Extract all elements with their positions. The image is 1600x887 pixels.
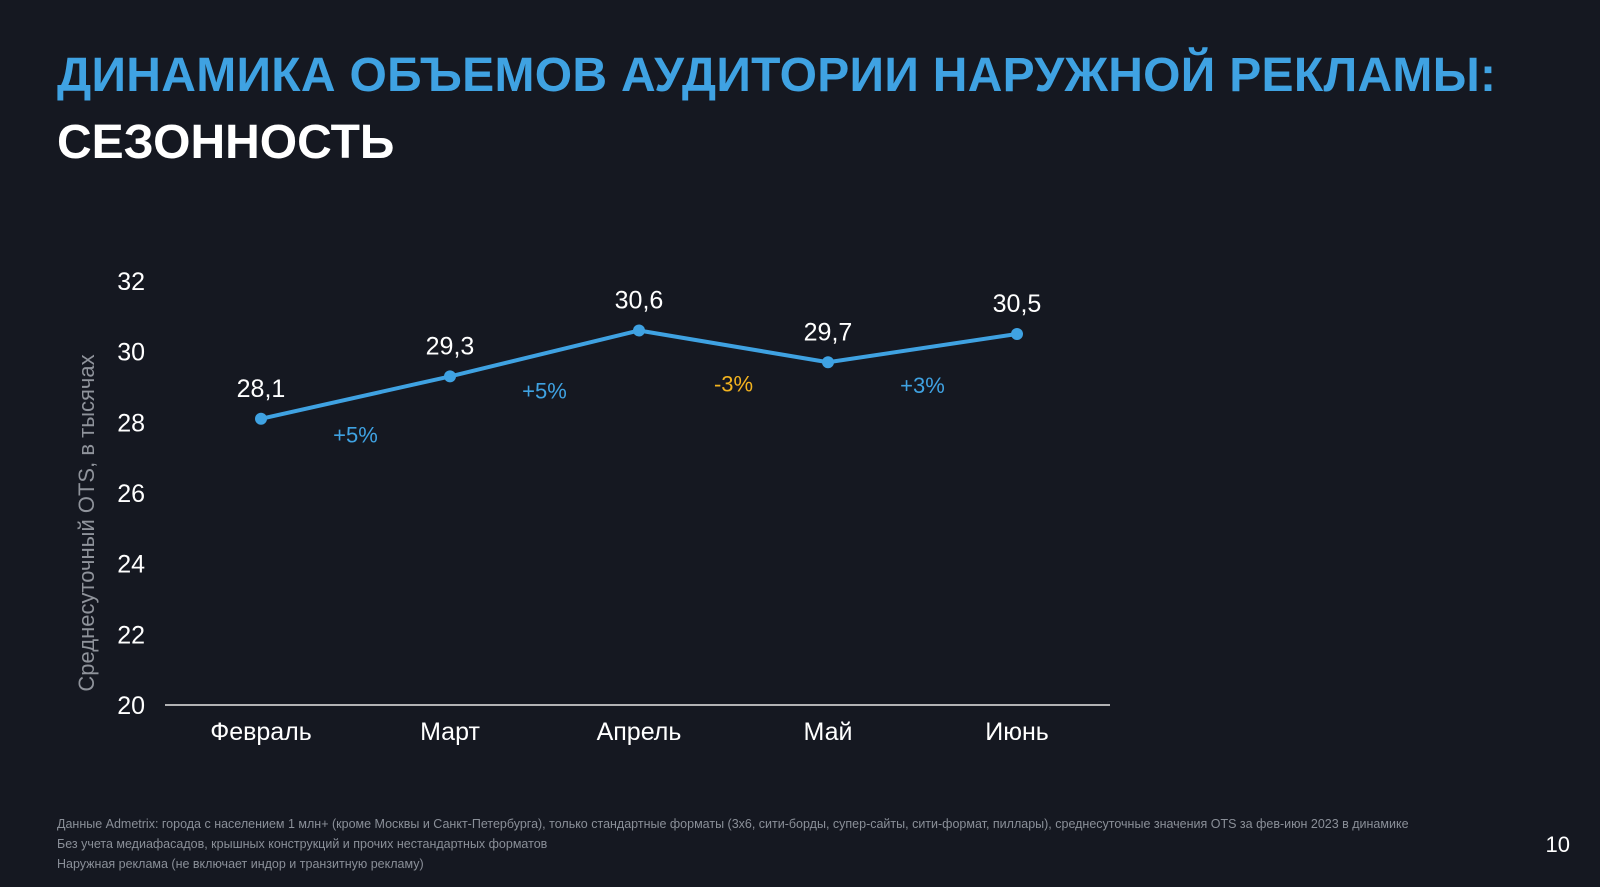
- x-tick-label: Апрель: [597, 718, 682, 746]
- y-tick-label: 20: [117, 692, 145, 720]
- footnote-line: Данные Admetrix: города с населением 1 м…: [57, 817, 1409, 831]
- change-label: +5%: [522, 378, 567, 403]
- data-label: 28,1: [237, 375, 286, 403]
- x-tick-label: Февраль: [210, 718, 312, 746]
- y-tick-label: 28: [117, 409, 145, 437]
- change-label: -3%: [714, 371, 753, 396]
- change-label: +5%: [333, 423, 378, 448]
- footnote-line: Наружная реклама (не включает индор и тр…: [57, 857, 424, 871]
- data-label: 30,6: [615, 286, 664, 314]
- data-point: [255, 412, 267, 425]
- slide-title: ДИНАМИКА ОБЪЕМОВ АУДИТОРИИ НАРУЖНОЙ РЕКЛ…: [57, 49, 1497, 102]
- data-label: 29,3: [426, 332, 475, 360]
- x-tick-label: Июнь: [985, 718, 1049, 746]
- y-tick-label: 30: [117, 339, 145, 367]
- y-axis-title: Среднесуточный OTS, в тысячах: [74, 354, 99, 691]
- data-label: 30,5: [993, 290, 1042, 318]
- footnotes: Данные Admetrix: города с населением 1 м…: [57, 814, 1409, 874]
- y-tick-label: 26: [117, 480, 145, 508]
- data-point: [633, 324, 645, 337]
- data-label: 29,7: [804, 318, 853, 346]
- data-point: [444, 370, 456, 383]
- slide-subtitle: СЕЗОННОСТЬ: [57, 116, 395, 169]
- y-tick-label: 22: [117, 621, 145, 649]
- data-point: [822, 356, 834, 369]
- x-tick-label: Март: [420, 718, 480, 746]
- page-number: 10: [1545, 832, 1570, 857]
- y-tick-label: 24: [117, 551, 145, 579]
- y-tick-label: 32: [117, 268, 145, 296]
- change-label: +3%: [900, 373, 945, 398]
- data-point: [1011, 328, 1023, 340]
- footnote-line: Без учета медиафасадов, крышных конструк…: [57, 837, 548, 851]
- x-tick-label: Май: [804, 718, 853, 746]
